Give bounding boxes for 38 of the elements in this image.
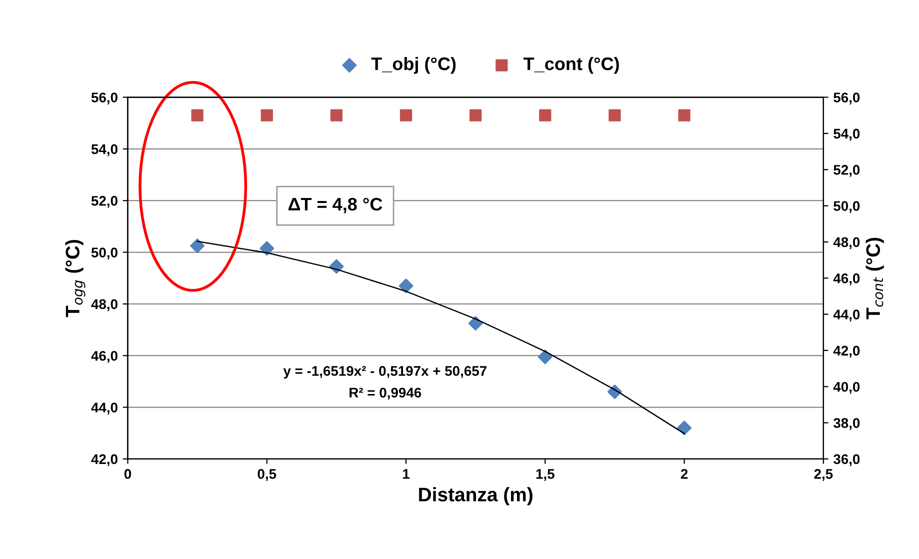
legend-label: T_obj (°C) [371,56,456,74]
y2-tick-label: 46,0 [833,273,860,286]
x-tick-label: 2,5 [814,469,833,481]
point [190,238,205,254]
y2-tick-label: 38,0 [833,418,860,430]
x-tick-label: 1 [403,469,410,479]
x-tick-label: 0,5 [258,469,276,481]
y-tick-label: 54,0 [91,144,118,156]
y2-tick-label: 54,0 [834,128,860,141]
y-tick-label: 56,0 [91,92,118,104]
x-tick-label: 2 [680,469,688,479]
annotation: ΔT = 4,8 °C [288,198,382,214]
x-tick-label: 1,5 [536,469,554,481]
x-tick-label: 0 [124,469,132,479]
y-tick-label: 48,0 [91,299,118,312]
y2-axis-title: T$_{cont}$ (°C) [866,238,884,320]
y2-tick-label: 36,0 [833,454,860,466]
y2-tick-label: 42,0 [833,346,860,358]
point [677,420,692,436]
y-tick-label: 50,0 [91,248,118,260]
y-tick-label: 42,0 [91,454,118,466]
y-tick-label: 52,0 [91,196,118,208]
y2-tick-label: 50,0 [834,201,860,213]
y2-tick-label: 40,0 [833,382,860,394]
y-tick-label: 46,0 [91,350,118,363]
point [398,278,414,294]
legend-label: T_cont (°C) [524,56,619,74]
y2-tick-label: 52,0 [834,164,860,177]
y2-tick-label: 44,0 [833,310,860,322]
annotation: R² = 0,9946 [350,388,422,400]
point [538,350,552,364]
y-tick-label: 44,0 [91,402,118,414]
point [260,241,274,256]
annotation: y = -1,6519x² - 0,5197x + 50,657 [283,366,486,379]
y-axis-title: T$_{ogg}$ (°C) [65,240,86,318]
x-axis-title: Distanza (m) [419,487,532,506]
y2-tick-label: 56,0 [834,92,860,104]
y2-tick-label: 48,0 [833,237,860,250]
